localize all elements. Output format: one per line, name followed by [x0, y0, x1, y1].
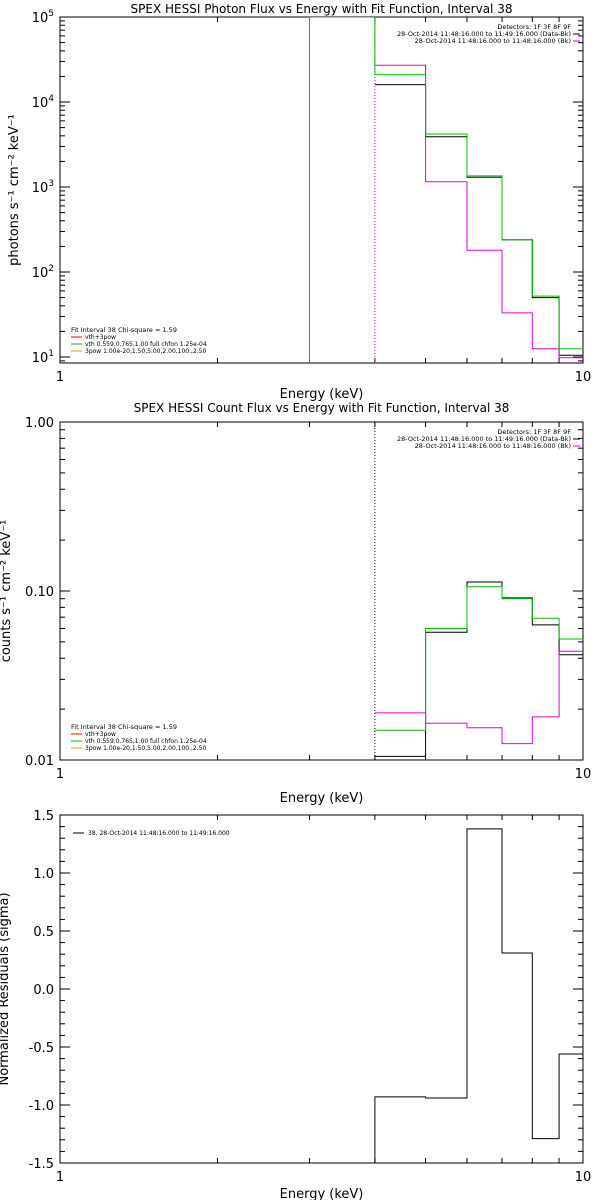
y-tick-exponent: 1	[48, 349, 54, 359]
y-tick-label: 104	[32, 94, 55, 111]
info-right-line: Detectors: 1F 3F 8F 9F	[497, 428, 571, 436]
series-line-1	[374, 828, 583, 1163]
y-tick-exponent: 2	[48, 264, 54, 274]
series-line-3	[374, 586, 583, 731]
x-tick-label: 1	[56, 767, 64, 782]
series-line-2	[374, 64, 583, 359]
fit-legend-label: vth 0.559,0.765,1.00 full chfon 1.25e-04	[85, 738, 207, 745]
plot-data	[374, 828, 583, 1163]
info-right-line: 28-Oct-2014 11:48:16.000 to 11:48:16.000…	[415, 442, 571, 450]
y-axis-label: counts s⁻¹ cm⁻² keV⁻¹	[0, 520, 14, 663]
y-axis-label: Normalized Residuals (sigma)	[0, 892, 12, 1085]
y-tick-label: 1.00	[25, 416, 54, 431]
chart-title: SPEX HESSI Count Flux vs Energy with Fit…	[134, 401, 510, 415]
x-axis-label: Energy (keV)	[280, 387, 364, 402]
y-tick-label: 103	[32, 179, 54, 196]
fit-legend-label: vth+3pow	[85, 731, 116, 738]
y-axis-ticks	[60, 421, 583, 761]
y-tick-label: 0.01	[25, 754, 54, 769]
y-tick-base: 10	[32, 351, 49, 366]
info-right-line: 28-Oct-2014 11:48:16.000 to 11:48:16.000…	[415, 37, 571, 45]
y-axis-ticks	[60, 16, 583, 362]
info-right-line: Detectors: 1F 3F 8F 9F	[497, 23, 571, 31]
y-tick-label: 105	[32, 9, 54, 26]
series-line-1	[374, 84, 583, 356]
y-tick-label: -1.0	[29, 1099, 54, 1114]
y-tick-label: 1.5	[33, 809, 54, 824]
x-tick-label: 10	[575, 1170, 592, 1185]
fit-legend-label: 3pow 1.00e-20,1.50,5.00,2.00,100.,2.50	[85, 745, 206, 752]
info-right-line: 28-Oct-2014 11:48:16.000 to 11:49:16.000…	[397, 30, 571, 38]
y-tick-label: 101	[32, 349, 54, 366]
y-tick-label: 0.0	[33, 983, 54, 998]
x-tick-label: 1	[56, 370, 64, 385]
y-tick-base: 10	[32, 266, 49, 281]
y-tick-exponent: 5	[48, 9, 54, 19]
fit-legend-label: vth 0.559,0.765,1.00 full chfon 1.25e-04	[85, 341, 207, 348]
x-tick-label: 10	[575, 767, 592, 782]
x-axis-label: Energy (keV)	[280, 1187, 364, 1200]
y-tick-base: 10	[32, 11, 49, 26]
y-tick-label: 0.10	[25, 585, 54, 600]
x-axis-ticks	[59, 815, 584, 1163]
series-line-3	[309, 17, 583, 363]
y-axis-ticks	[60, 814, 583, 1164]
plot-frame	[59, 814, 584, 1164]
y-tick-base: 10	[32, 96, 49, 111]
y-tick-label: 1.0	[33, 867, 54, 882]
y-tick-label: 102	[32, 264, 54, 281]
x-tick-label: 1	[56, 1170, 64, 1185]
plot-frame	[59, 421, 584, 761]
fit-legend-label: 3pow 1.00e-20,1.50,5.00,2.00,100.,2.50	[85, 348, 206, 355]
chart-panel-2: SPEX HESSI Count Flux vs Energy with Fit…	[0, 401, 591, 806]
y-tick-exponent: 3	[48, 179, 54, 189]
y-tick-label: 0.5	[33, 925, 54, 940]
chart-panel-1: SPEX HESSI Photon Flux vs Energy with Fi…	[7, 2, 591, 402]
info-right-line: 28-Oct-2014 11:48:16.000 to 11:49:16.000…	[397, 435, 571, 443]
y-axis-label: photons s⁻¹ cm⁻² keV⁻¹	[7, 114, 22, 266]
y-tick-label: -1.5	[29, 1157, 54, 1172]
y-tick-exponent: 4	[48, 94, 54, 104]
x-axis-label: Energy (keV)	[280, 791, 364, 806]
x-axis-ticks	[59, 422, 584, 760]
chart-title: SPEX HESSI Photon Flux vs Energy with Fi…	[131, 2, 513, 16]
fit-info-line: Fit Interval 38 Chi-square = 1.59	[71, 326, 177, 334]
chart-panel-3: 1 10 Energy (keV) 1.5 1.0 0.5 0.0 -0.5 -1.0 -1.5 N…	[0, 809, 591, 1200]
fit-legend-label: vth+3pow	[85, 334, 116, 341]
y-tick-label: -0.5	[29, 1041, 54, 1056]
fit-info-line: Fit Interval 38 Chi-square = 1.59	[71, 723, 177, 731]
legend-label: 38, 28-Oct-2014 11:48:16.000 to 11:49:16…	[88, 830, 230, 837]
y-tick-base: 10	[32, 181, 49, 196]
plot-frame	[59, 16, 584, 364]
x-tick-label: 10	[575, 370, 592, 385]
x-axis-ticks	[59, 17, 584, 363]
plot-data	[374, 422, 583, 760]
plot-data	[309, 17, 583, 363]
